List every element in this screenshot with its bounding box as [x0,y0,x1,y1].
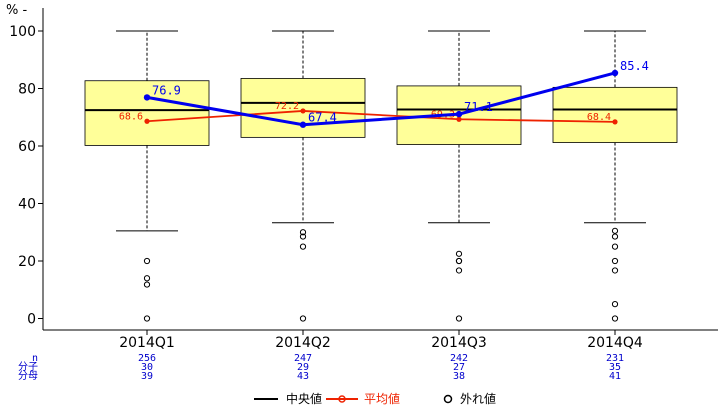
mean-series-line [146,110,616,123]
y-tick-label: 80 [18,82,36,98]
legend-mean-point [338,395,346,403]
outlier-point [143,257,151,265]
stat-denominator: 39 [141,371,153,382]
median-series-point [455,110,463,118]
outlier-point [611,301,619,308]
box-2014Q1 [84,30,210,322]
mean-series-point [456,116,462,122]
box-iqr [84,80,210,146]
mean-series-label: 72.2 [275,101,299,112]
stat-numerator: 30 [141,362,153,373]
stats-row-label: n [32,353,38,364]
median-series-label: 67.4 [308,111,337,125]
legend-outlier-swatch [443,394,453,404]
stat-n: 256 [138,353,156,364]
box-2014Q4 [552,30,678,322]
stat-denominator: 38 [453,371,465,382]
legend-median-label: 中央値 [286,391,322,406]
box-2014Q3 [396,30,522,322]
outlier-point [611,267,619,274]
outlier-point [611,227,619,234]
outlier-point [611,243,619,250]
box-2014Q2 [240,30,366,322]
x-tick-label: 2014Q1 [119,335,175,351]
box-iqr [240,78,366,138]
outlier-point [611,233,619,240]
x-tick-label: 2014Q3 [431,335,487,351]
stat-n: 247 [294,353,312,364]
outlier-point [143,315,151,322]
y-tick-label: 40 [18,197,36,213]
y-unit-label: % - [6,3,27,18]
mean-series-label: 68.4 [587,112,611,123]
y-tick-label: 60 [18,139,36,155]
median-series-point [611,69,619,77]
boxes [84,30,678,322]
outlier-point [299,233,307,240]
outlier-point [455,315,463,322]
median-series-label: 85.4 [620,59,649,73]
mean-series-point [144,118,150,124]
stats-row-label: 分母 [18,370,38,382]
box-iqr [552,86,678,143]
stat-n: 231 [606,353,624,364]
axes: % - 0 20 40 60 80 100 2014Q1 2014Q2 2014Q3 2014Q4 [6,3,718,351]
outlier-point [299,229,307,236]
median-series-label: 76.9 [152,83,181,97]
outlier-point [299,315,307,322]
stat-numerator: 35 [609,362,621,373]
median-series: 76.9 67.4 71.1 85.4 [143,59,649,128]
stat-denominator: 43 [297,371,309,382]
x-tick-label: 2014Q2 [275,335,331,351]
stat-n: 242 [450,353,468,364]
outlier-point [455,257,463,265]
outlier-point [611,315,619,322]
series-lines: 68.672.269.3 68.476.967.471.185.4 [119,59,649,128]
median-series-point [299,121,307,128]
outlier-point [455,267,463,274]
median-series-line [146,71,616,127]
legend-mean-label: 平均値 [364,391,400,406]
x-tick-label: 2014Q4 [587,335,643,351]
outlier-point [143,281,151,288]
stat-numerator: 27 [453,362,465,373]
mean-series-label: 68.6 [119,111,143,122]
outlier-point [143,275,151,282]
legend-outlier-label: 外れ値 [460,391,496,406]
median-series-point [143,94,151,101]
y-tick-label: 100 [9,24,36,40]
mean-series-point [300,108,306,114]
y-tick-label: 0 [27,312,36,328]
median-series-label: 71.1 [464,100,493,114]
stat-denominator: 41 [609,371,621,382]
outlier-point [299,243,307,250]
y-tick-label: 20 [18,254,36,270]
stats-row-label: 分子 [18,361,38,373]
mean-series-point [612,119,618,125]
outlier-point [455,250,463,257]
outlier-point [611,257,619,265]
legend: 中央値 平均値 外れ値 [254,391,496,406]
stat-numerator: 29 [297,362,309,373]
